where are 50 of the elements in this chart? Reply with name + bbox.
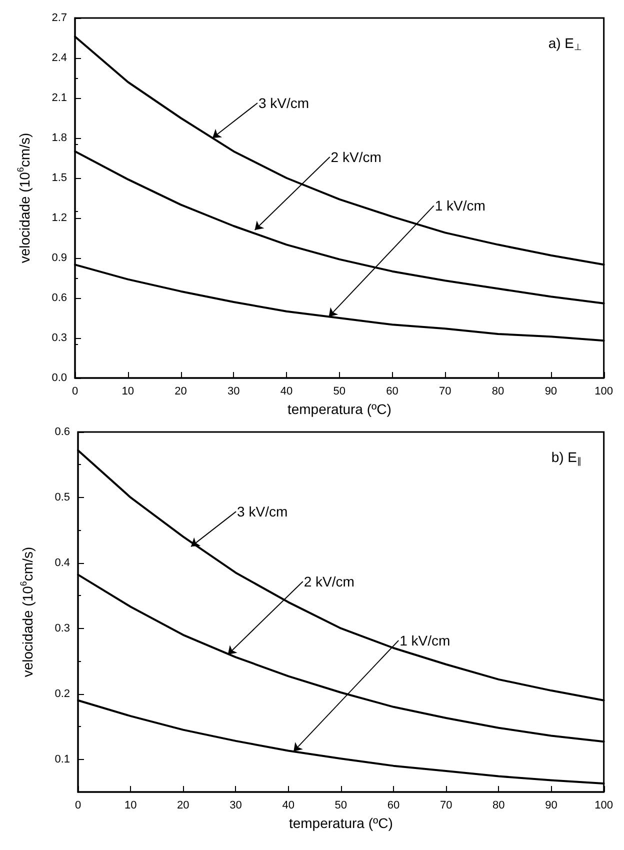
x-tick-label: 90 xyxy=(544,386,558,398)
y-tick-label: 2.1 xyxy=(52,92,67,104)
x-tick-label: 0 xyxy=(74,800,82,812)
annotation: 2 kV/cm xyxy=(304,574,354,590)
y-tick-label: 0.1 xyxy=(54,753,70,766)
x-tick-label: 30 xyxy=(230,800,242,812)
x-tick-label: 100 xyxy=(594,386,614,398)
x-tick-label: 70 xyxy=(439,386,452,398)
annotation: b) E∥ xyxy=(551,449,582,466)
x-tick-label: 70 xyxy=(440,800,452,812)
y-tick-label: 0.3 xyxy=(54,622,70,634)
y-tick-label: 2.7 xyxy=(52,12,67,24)
y-tick-label: 0.4 xyxy=(54,556,70,569)
x-tick-label: 80 xyxy=(492,800,505,812)
y-tick-label: 0.6 xyxy=(52,292,67,304)
x-tick-label: 0 xyxy=(72,386,78,398)
x-tick-label: 50 xyxy=(333,386,346,398)
x-axis-title: temperatura (ºC) xyxy=(288,815,393,831)
x-tick-label: 60 xyxy=(387,800,400,812)
y-tick-label: 0.0 xyxy=(52,372,67,384)
x-axis-title: temperatura (ºC) xyxy=(287,401,392,417)
x-tick-label: 20 xyxy=(174,386,187,398)
y-tick-label: 0.2 xyxy=(54,688,70,700)
y-tick-label: 1.8 xyxy=(52,132,67,144)
y-axis-title: velocidade (106cm/s) xyxy=(18,546,36,678)
x-tick-label: 10 xyxy=(122,386,134,398)
y-tick-label: 0.3 xyxy=(52,332,67,344)
x-tick-label: 80 xyxy=(492,386,504,398)
annotation: 3 kV/cm xyxy=(258,95,310,111)
annotation: a) E⊥ xyxy=(548,35,582,52)
x-tick-label: 40 xyxy=(280,386,293,398)
y-tick-label: 2.4 xyxy=(52,52,67,64)
annotation: 2 kV/cm xyxy=(330,149,382,165)
annotation: 1 kV/cm xyxy=(434,198,486,214)
x-tick-label: 60 xyxy=(386,386,398,398)
y-tick-label: 0.6 xyxy=(54,426,70,438)
y-axis-title: velocidade (106cm/s) xyxy=(16,132,32,264)
x-tick-label: 30 xyxy=(228,386,240,398)
x-tick-label: 90 xyxy=(545,800,558,812)
x-tick-label: 10 xyxy=(124,800,137,812)
x-tick-label: 40 xyxy=(282,800,294,812)
annotation: 1 kV/cm xyxy=(400,632,450,648)
annotation: 3 kV/cm xyxy=(237,504,288,520)
x-tick-label: 50 xyxy=(334,800,348,812)
x-tick-label: 20 xyxy=(177,800,190,812)
y-tick-label: 0.9 xyxy=(52,252,67,264)
y-tick-label: 1.5 xyxy=(52,172,67,184)
y-tick-label: 0.5 xyxy=(54,491,70,504)
y-tick-label: 1.2 xyxy=(52,212,67,224)
x-tick-label: 100 xyxy=(594,800,614,812)
